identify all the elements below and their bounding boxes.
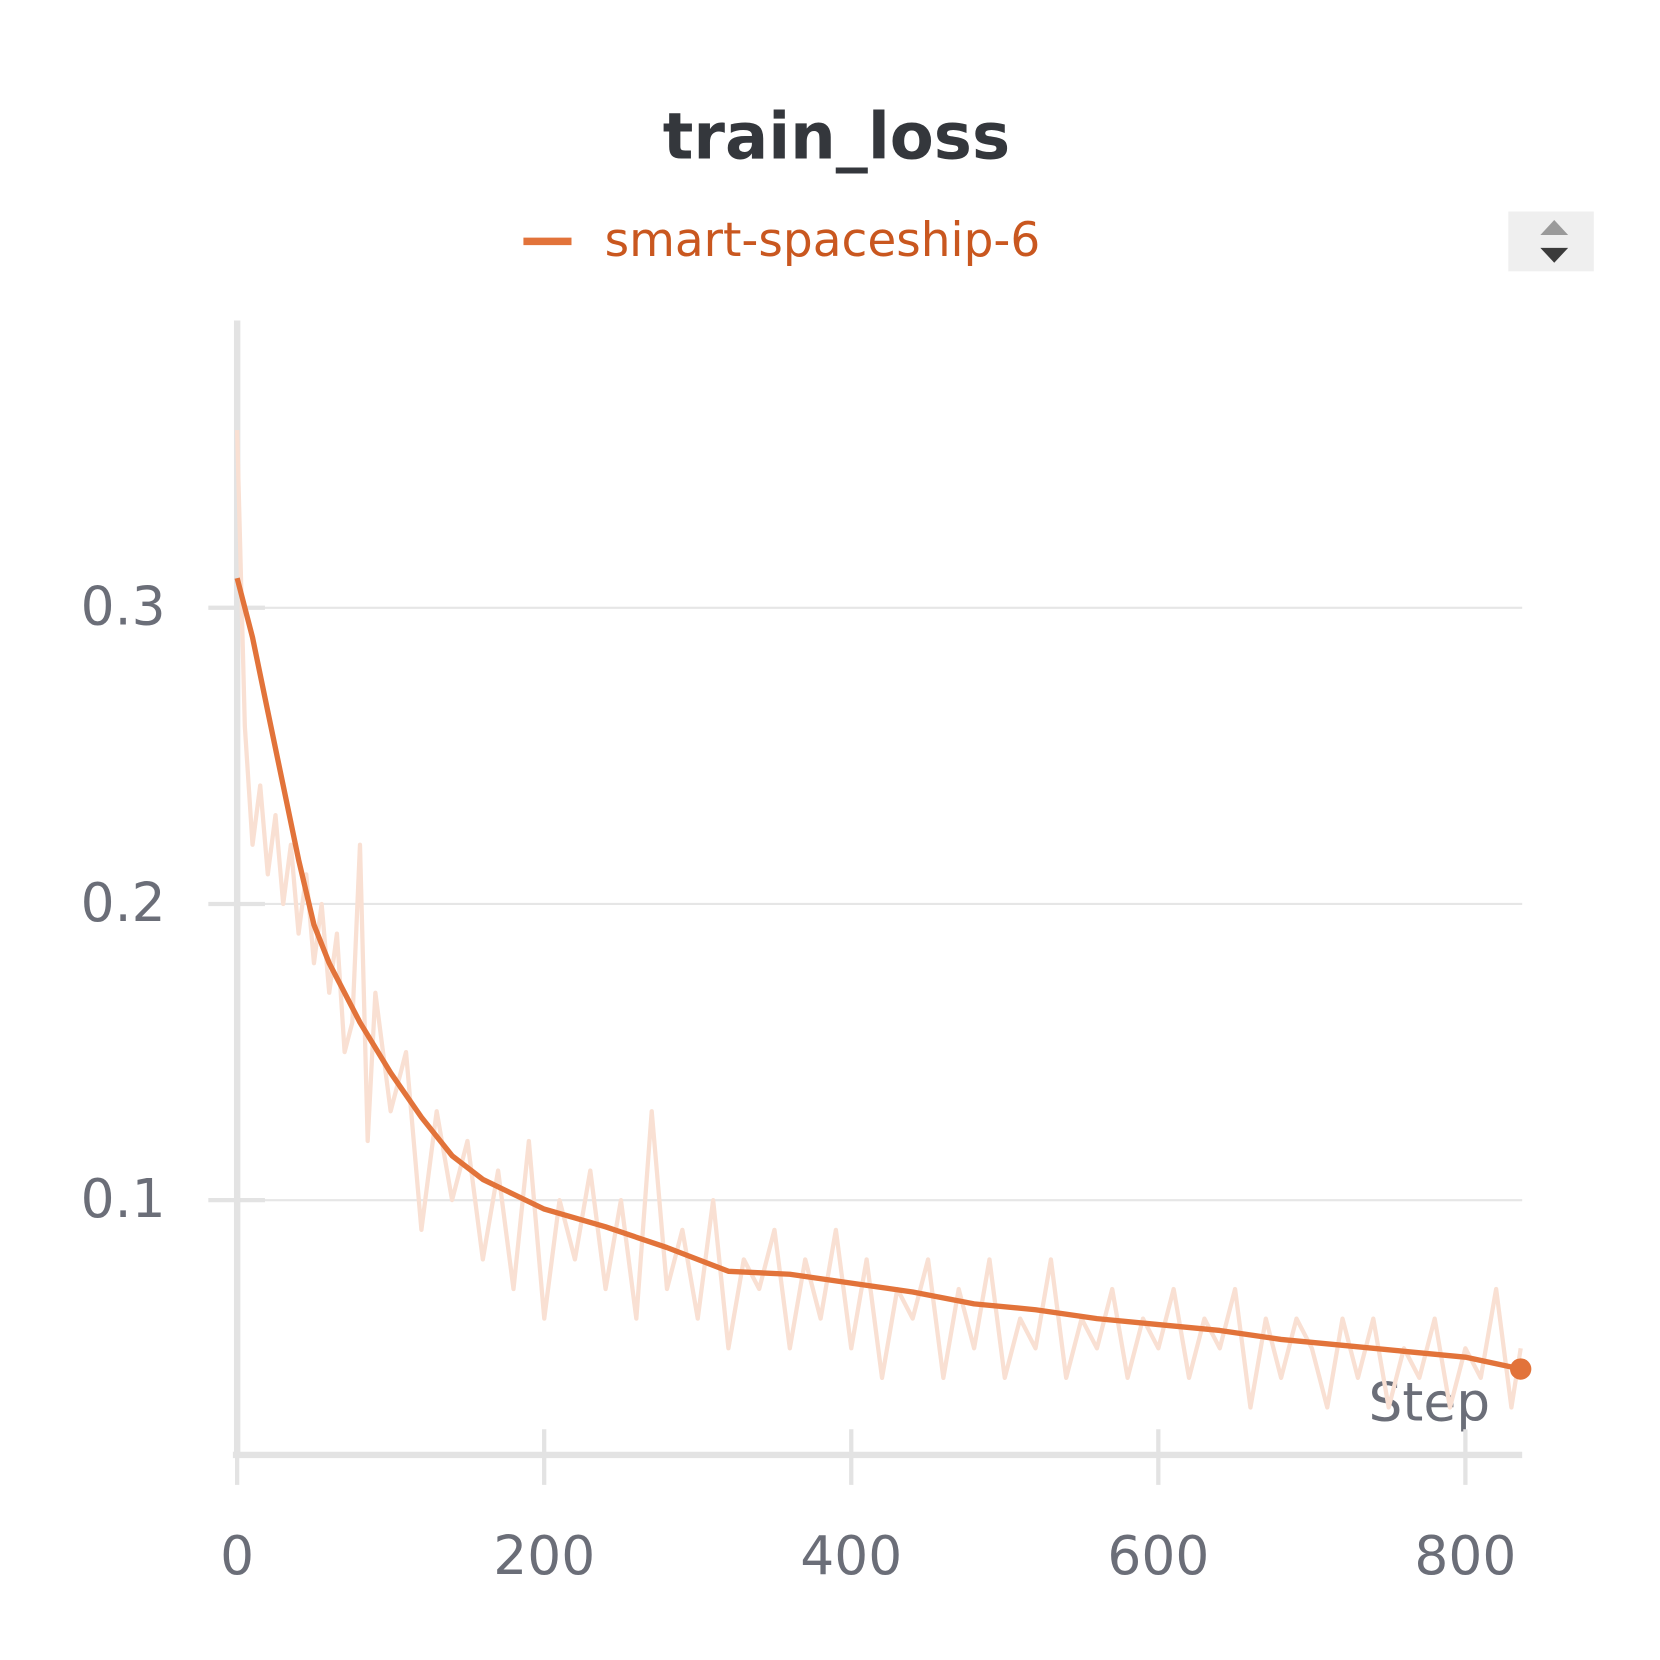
x-tick-label: 0 [220,1524,254,1587]
end-point [1509,1358,1532,1380]
x-tick-label: 800 [1414,1524,1516,1587]
raw-line [235,430,1523,1410]
x-tick-label: 200 [493,1524,595,1587]
chart-title: train_loss [663,101,1010,175]
legend-label[interactable]: smart-spaceship-6 [605,213,1041,268]
y-tick-label: 0.3 [81,575,166,638]
y-tick-label: 0.2 [81,871,166,934]
legend-scroll[interactable] [1508,211,1594,272]
smoothed-line [234,577,1522,1372]
x-tick-label: 600 [1107,1524,1209,1587]
x-tick-label: 400 [800,1524,902,1587]
y-tick-label: 0.1 [81,1167,166,1230]
